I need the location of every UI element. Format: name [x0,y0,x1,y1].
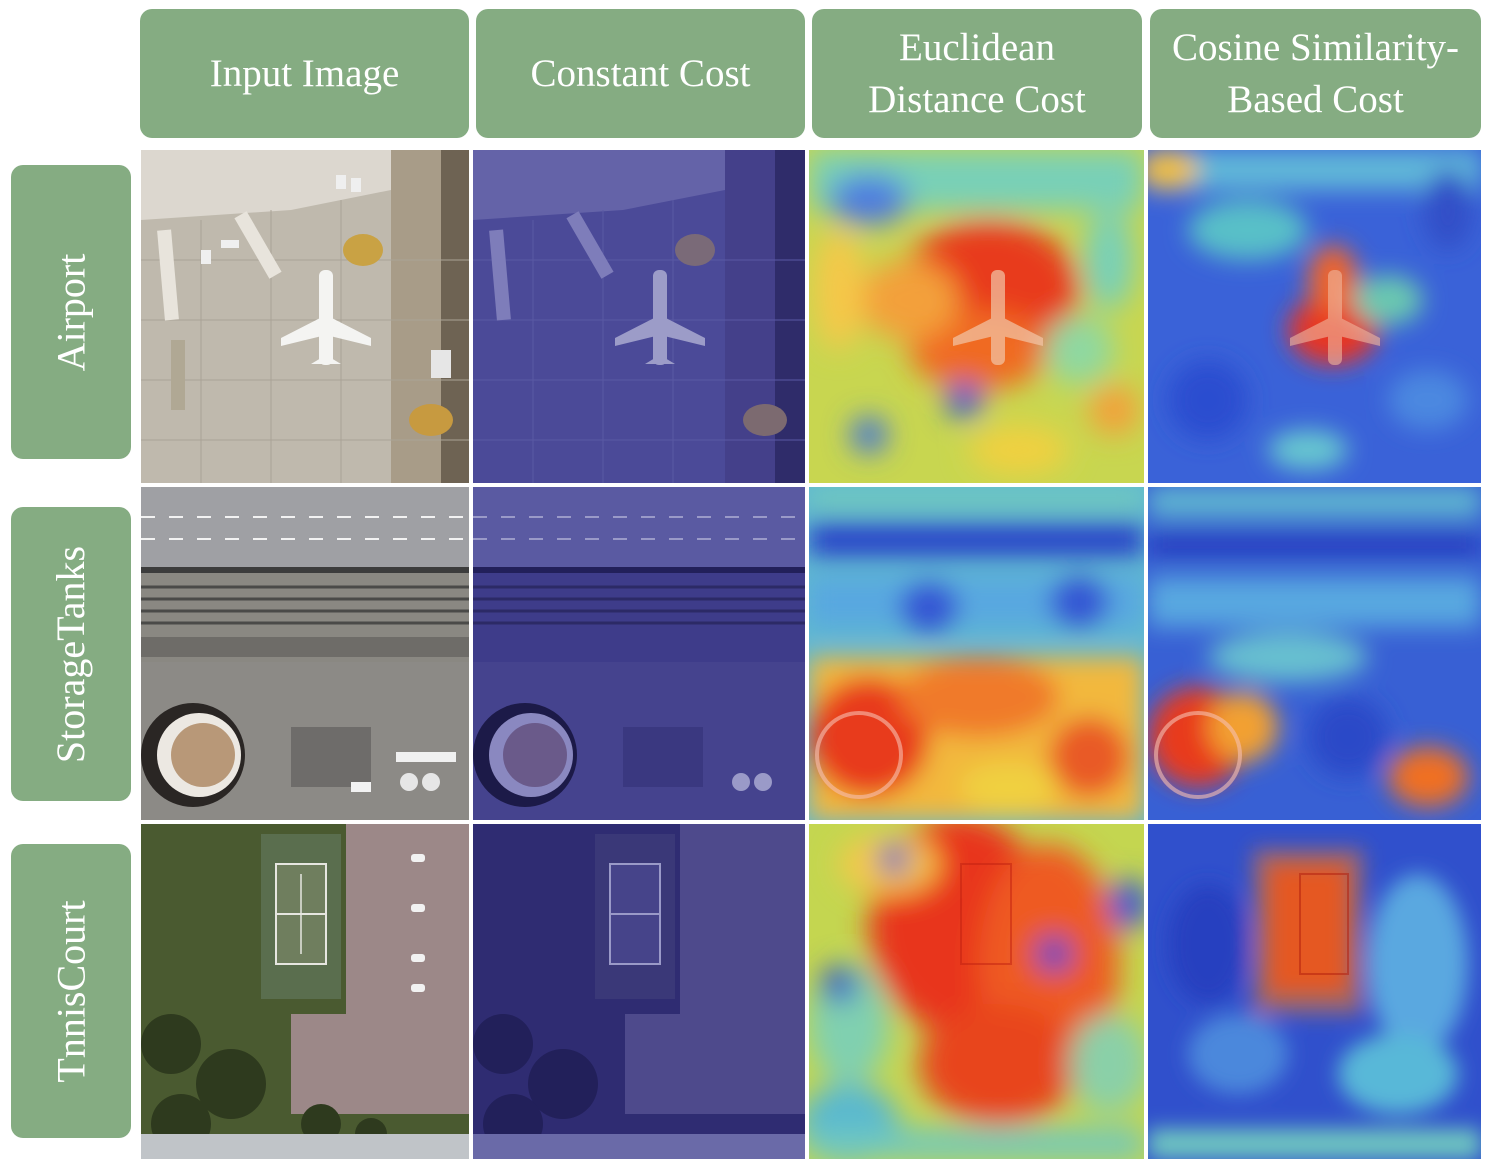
row-header-label: TnnisCourt [48,899,94,1083]
row-header-tenniscourt: TnnisCourt [11,844,131,1138]
storagetanks-euclidean-cost [809,487,1144,820]
col-header-line2: Based Cost [1227,77,1404,121]
storagetanks-input-image [141,487,469,820]
storagetanks-constant-cost [473,487,805,820]
row-header-storagetanks: StorageTanks [11,507,131,801]
col-header-input-image: Input Image [140,9,469,138]
col-header-line1: Euclidean [899,25,1055,69]
col-header-euclidean: Euclidean Distance Cost [812,9,1142,138]
tenniscourt-input-image [141,824,469,1159]
col-header-line1: Constant Cost [530,51,751,95]
airport-input-image [141,150,469,483]
col-header-line1: Input Image [209,51,400,95]
col-header-line1: Cosine Similarity- [1171,25,1460,69]
row-header-label: Airport [48,253,94,371]
tenniscourt-cosine-cost [1148,824,1481,1159]
tenniscourt-constant-cost [473,824,805,1159]
airport-constant-cost [473,150,805,483]
storagetanks-cosine-cost [1148,487,1481,820]
row-header-airport: Airport [11,165,131,459]
col-header-line2: Distance Cost [868,77,1086,121]
airport-euclidean-cost [809,150,1144,483]
tenniscourt-euclidean-cost [809,824,1144,1159]
row-header-label: StorageTanks [48,545,94,763]
airport-cosine-cost [1148,150,1481,483]
col-header-cosine: Cosine Similarity- Based Cost [1150,9,1481,138]
col-header-constant-cost: Constant Cost [476,9,805,138]
